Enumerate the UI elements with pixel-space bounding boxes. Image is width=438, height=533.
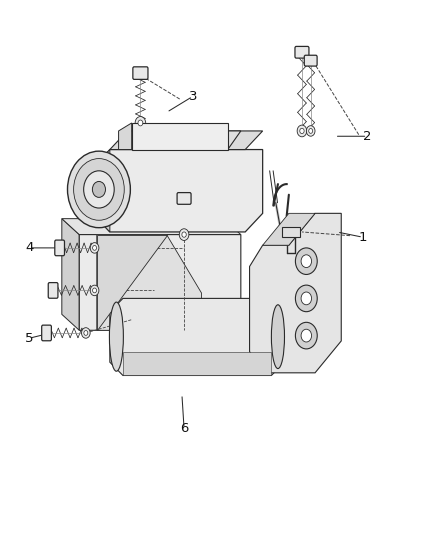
Text: 6: 6 [180,422,188,435]
Circle shape [90,243,99,253]
FancyBboxPatch shape [42,325,51,341]
Polygon shape [132,123,228,150]
Circle shape [295,285,317,312]
Circle shape [297,125,307,137]
Polygon shape [92,150,110,232]
Ellipse shape [110,302,124,371]
Text: 1: 1 [359,231,367,244]
Circle shape [92,288,96,293]
Polygon shape [92,150,263,232]
Circle shape [135,117,146,130]
Polygon shape [283,227,300,237]
FancyBboxPatch shape [177,192,191,204]
Polygon shape [263,213,315,245]
Circle shape [301,292,311,305]
Text: 5: 5 [25,332,33,345]
Ellipse shape [272,305,285,368]
Circle shape [179,229,189,240]
FancyBboxPatch shape [133,67,148,79]
Circle shape [309,128,313,133]
FancyBboxPatch shape [304,55,317,66]
Circle shape [92,181,106,197]
Circle shape [301,255,311,268]
Polygon shape [250,213,341,373]
Polygon shape [97,235,201,330]
Circle shape [182,232,186,237]
Text: 4: 4 [25,241,33,254]
Polygon shape [97,235,166,330]
Circle shape [301,329,311,342]
Text: 2: 2 [363,130,372,143]
Circle shape [67,151,131,228]
FancyBboxPatch shape [295,46,309,58]
Circle shape [138,120,143,126]
Polygon shape [79,235,241,330]
Polygon shape [62,219,79,330]
Circle shape [306,126,315,136]
Polygon shape [110,131,263,150]
FancyBboxPatch shape [55,240,64,256]
Polygon shape [132,131,241,150]
Circle shape [84,330,88,335]
FancyBboxPatch shape [48,282,58,298]
Polygon shape [123,352,272,375]
Circle shape [84,171,114,208]
Text: 3: 3 [188,90,197,103]
Circle shape [90,285,99,296]
Circle shape [300,128,304,134]
Polygon shape [119,123,132,150]
Circle shape [295,248,317,274]
Circle shape [81,328,90,338]
Circle shape [92,246,96,251]
Circle shape [295,322,317,349]
Polygon shape [62,219,241,235]
Circle shape [74,159,124,220]
Polygon shape [110,298,285,375]
